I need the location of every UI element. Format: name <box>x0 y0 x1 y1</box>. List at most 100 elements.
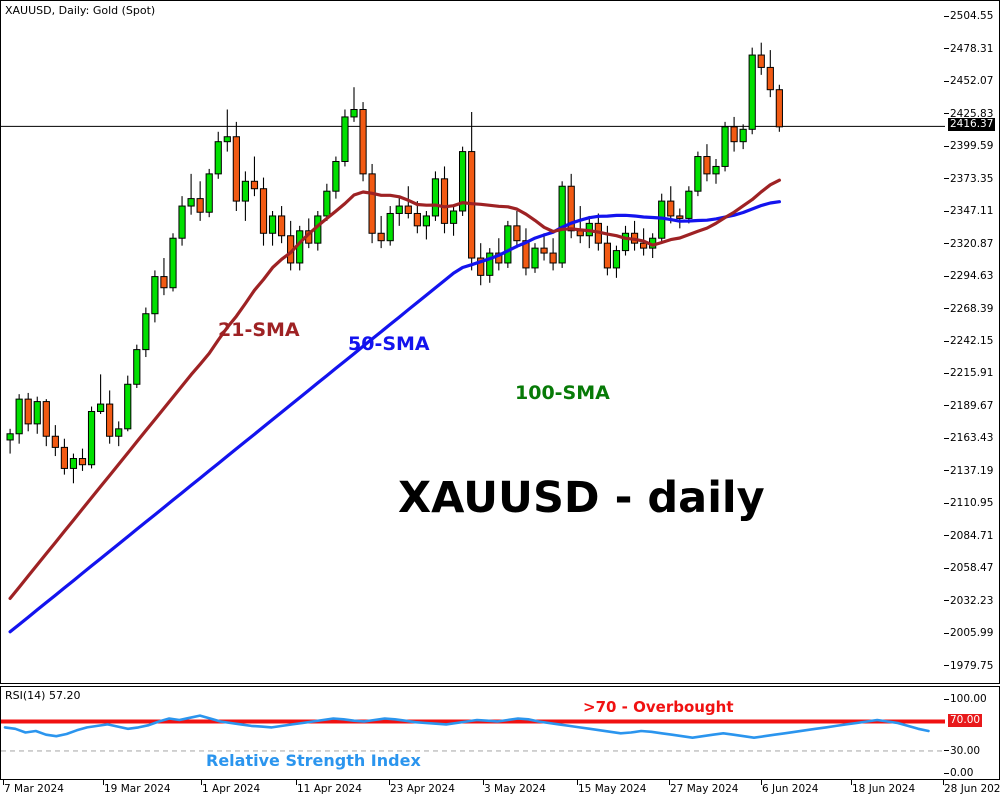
candle <box>133 344 141 388</box>
sma-line <box>8 200 781 634</box>
candle <box>314 210 322 251</box>
sma-line <box>8 178 781 600</box>
candle <box>287 220 295 271</box>
candle <box>142 307 150 358</box>
candle <box>6 428 14 454</box>
date-tick: 27 May 2024 <box>669 780 738 795</box>
candle <box>667 186 675 224</box>
candle <box>477 243 485 286</box>
candle <box>504 220 512 268</box>
candle <box>522 228 530 276</box>
candle <box>694 151 702 197</box>
candle <box>60 438 68 475</box>
price-tick: 2163.43 <box>944 433 993 444</box>
price-plot-area <box>1 1 945 634</box>
candle <box>395 196 403 226</box>
date-tick: 6 Jun 2024 <box>761 780 818 795</box>
candle <box>386 206 394 246</box>
candle <box>359 102 367 182</box>
price-chart-panel[interactable]: XAUUSD, Daily: Gold (Spot) <box>0 0 1000 684</box>
candle <box>368 163 376 244</box>
candle <box>549 238 557 271</box>
date-tick: 1 Apr 2024 <box>201 780 260 795</box>
candle <box>78 448 87 471</box>
date-tick: 23 Apr 2024 <box>389 780 455 795</box>
annotation-21-sma: 21-SMA <box>218 319 300 341</box>
date-tick: 28 Jun 2024 <box>943 780 1000 795</box>
candle <box>42 399 50 447</box>
candle <box>341 109 349 167</box>
price-tick: 2110.95 <box>944 498 993 509</box>
candle <box>531 243 539 273</box>
annotation-overbought: >70 - Overbought <box>583 698 734 716</box>
candle <box>250 156 259 197</box>
rsi-axis[interactable]: 100.00 30.00 0.00 70.00 <box>944 686 1000 780</box>
price-tick: 2320.87 <box>944 238 993 250</box>
date-axis[interactable]: 7 Mar 2024 19 Mar 2024 1 Apr 2024 11 Apr 20… <box>0 780 1000 800</box>
annotation-50-sma: 50-SMA <box>348 333 430 355</box>
candle <box>205 168 213 218</box>
price-tick: 2215.91 <box>944 368 993 379</box>
candle <box>513 210 521 249</box>
price-tick: 2504.55 <box>944 11 993 22</box>
date-tick: 3 May 2024 <box>483 780 546 795</box>
rsi-plot-area <box>1 714 945 752</box>
candle <box>33 396 41 434</box>
date-tick: 19 Mar 2024 <box>103 780 171 795</box>
candle <box>332 156 340 199</box>
candle <box>350 87 358 122</box>
rsi-line <box>3 714 930 739</box>
candle <box>576 206 584 244</box>
rsi-tick: 30.00 <box>944 746 980 757</box>
current-price-tag: 2416.37 <box>948 118 996 132</box>
candle <box>703 144 711 182</box>
candle <box>440 166 449 234</box>
price-tick: 2347.11 <box>944 206 993 217</box>
candle <box>621 225 630 256</box>
price-tick: 2005.99 <box>944 628 993 639</box>
annotation-100-sma: 100-SMA <box>515 382 610 404</box>
price-tick: 2137.19 <box>944 466 993 477</box>
price-axis[interactable]: 2504.55 2478.31 2452.07 2425.83 2399.59 2373.… <box>944 0 1000 684</box>
price-tick: 2478.31 <box>944 43 993 55</box>
candle <box>278 206 286 244</box>
price-tick: 2032.23 <box>944 596 993 607</box>
candle <box>630 220 639 251</box>
candle <box>268 210 277 246</box>
date-tick: 7 Mar 2024 <box>3 780 64 795</box>
candle <box>97 374 105 414</box>
price-tick: 2452.07 <box>944 76 993 87</box>
candle <box>422 210 430 240</box>
candle <box>431 171 440 221</box>
candle <box>540 233 548 261</box>
price-tick: 2294.63 <box>944 271 993 282</box>
date-tick: 11 Apr 2024 <box>296 780 362 795</box>
rsi-tick: 0.00 <box>944 768 973 779</box>
candle <box>106 390 114 444</box>
rsi-chart-panel[interactable]: RSI(14) 57.20 <box>0 686 1000 780</box>
price-tick: 2373.35 <box>944 173 993 185</box>
candle <box>449 206 458 236</box>
rsi-indicator-label: RSI(14) 57.20 <box>5 689 81 702</box>
candle <box>404 186 412 219</box>
candle <box>124 375 132 432</box>
candle <box>323 183 331 221</box>
candle <box>223 109 231 152</box>
candle <box>459 146 467 216</box>
candle <box>232 121 240 211</box>
candle <box>214 131 222 179</box>
candle <box>241 171 250 221</box>
price-tick: 1979.75 <box>944 661 993 672</box>
date-tick: 15 May 2024 <box>577 780 646 795</box>
candle <box>196 181 204 221</box>
candle <box>169 233 177 292</box>
candle <box>15 394 23 444</box>
annotation-rsi-name: Relative Strength Index <box>206 751 421 770</box>
candle <box>468 111 476 271</box>
rsi-level-tag: 70.00 <box>948 714 983 728</box>
candle <box>757 42 765 75</box>
candle <box>712 159 720 184</box>
candle <box>151 270 159 323</box>
price-tick: 2399.59 <box>944 141 993 152</box>
candle <box>739 124 747 150</box>
